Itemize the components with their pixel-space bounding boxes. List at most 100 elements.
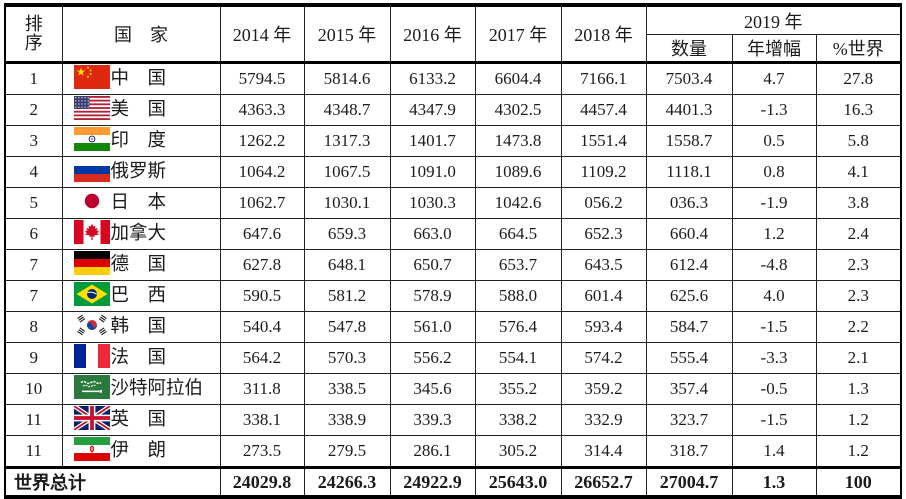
value-cell: 4302.5	[474, 94, 562, 126]
country-name: 印 度	[110, 131, 167, 151]
country-cell: 英 国	[61, 404, 221, 436]
value-cell: 4.0	[731, 280, 817, 312]
country-cell: 俄罗斯	[61, 156, 221, 188]
country-name: 沙特阿拉伯	[110, 379, 204, 399]
value-cell: 1062.7	[219, 187, 305, 219]
value-cell: 588.0	[474, 280, 562, 312]
country-name: 中 国	[110, 69, 167, 89]
flag-jp-icon	[73, 189, 110, 213]
table-row: 7 德 国 627.8 648.1 650.7 653.7 643.5 612.4 -4.8 2.…	[4, 249, 902, 281]
value-cell: 1558.7	[645, 125, 733, 157]
country-cell: 沙特阿拉伯	[61, 373, 221, 405]
value-cell: 653.7	[474, 249, 562, 281]
table-row: 11 英 国 338.1 338.9 339.3 338.2 332.9 323.7 -1.5 1…	[4, 404, 902, 436]
value-cell: 650.7	[389, 249, 476, 281]
value-cell: 4.7	[731, 61, 817, 95]
value-cell: 581.2	[303, 280, 391, 312]
value-cell: 338.1	[219, 404, 305, 436]
value-cell: 1.4	[731, 435, 817, 468]
value-cell: 4.1	[815, 156, 902, 188]
value-cell: 1262.2	[219, 125, 305, 157]
value-cell: 7503.4	[645, 61, 733, 95]
value-cell: 554.1	[474, 342, 562, 374]
table-row: 10 沙特阿拉伯 311.8 338.5 345.6 355.2 359.2 357.4 -0.…	[4, 373, 902, 405]
value-cell: 1030.1	[303, 187, 391, 219]
value-cell: 590.5	[219, 280, 305, 312]
value-cell: 1473.8	[474, 125, 562, 157]
value-cell: 1317.3	[303, 125, 391, 157]
value-cell: 664.5	[474, 218, 562, 250]
rank-cell: 6	[4, 218, 63, 250]
rank-cell: 5	[4, 187, 63, 219]
value-cell: 4401.3	[645, 94, 733, 126]
value-cell: 332.9	[560, 404, 647, 436]
country-name: 英 国	[110, 410, 167, 430]
world-total-value-cell: 26652.7	[560, 466, 647, 498]
header-year-2018: 2018 年	[560, 4, 647, 63]
country-name: 加拿大	[110, 224, 167, 244]
country-cell: 加拿大	[61, 218, 221, 250]
value-cell: -1.3	[731, 94, 817, 126]
value-cell: 648.1	[303, 249, 391, 281]
value-cell: 1.2	[815, 435, 902, 468]
world-total-value-cell: 24922.9	[389, 466, 476, 498]
value-cell: 625.6	[645, 280, 733, 312]
value-cell: 643.5	[560, 249, 647, 281]
world-total-value-cell: 25643.0	[474, 466, 562, 498]
table-row: 9 法 国 564.2 570.3 556.2 554.1 574.2 555.4 -3.3 2.…	[4, 342, 902, 374]
value-cell: 627.8	[219, 249, 305, 281]
flag-sa-icon	[73, 375, 110, 399]
flag-in-icon	[73, 127, 110, 151]
value-cell: 4347.9	[389, 94, 476, 126]
value-cell: 6604.4	[474, 61, 562, 95]
rank-cell: 11	[4, 435, 63, 468]
rank-cell: 3	[4, 125, 63, 157]
value-cell: 286.1	[389, 435, 476, 468]
value-cell: 7166.1	[560, 61, 647, 95]
value-cell: 1109.2	[560, 156, 647, 188]
flag-br-icon	[73, 282, 110, 306]
country-stats-table: 排 序 国 家 2014 年 2015 年 2016 年 2017 年 2018…	[4, 3, 902, 499]
rank-cell: 10	[4, 373, 63, 405]
value-cell: 1030.3	[389, 187, 476, 219]
country-cell: 美 国	[61, 94, 221, 126]
value-cell: 056.2	[560, 187, 647, 219]
flag-ca-icon	[73, 220, 110, 244]
value-cell: 570.3	[303, 342, 391, 374]
value-cell: 2.2	[815, 311, 902, 343]
table-row: 5 日 本 1062.7 1030.1 1030.3 1042.6 056.2 036.3 -1…	[4, 187, 902, 219]
value-cell: 357.4	[645, 373, 733, 405]
value-cell: 16.3	[815, 94, 902, 126]
value-cell: 1118.1	[645, 156, 733, 188]
value-cell: 036.3	[645, 187, 733, 219]
value-cell: 3.8	[815, 187, 902, 219]
flag-kr-icon	[73, 313, 110, 337]
country-cell: 韩 国	[61, 311, 221, 343]
value-cell: -1.5	[731, 311, 817, 343]
header-country: 国 家	[61, 4, 221, 63]
value-cell: 1.3	[815, 373, 902, 405]
flag-gb-icon	[73, 406, 110, 430]
country-name: 德 国	[110, 255, 167, 275]
world-total-row: 世界总计 24029.8 24266.3 24922.9 25643.0 26652.7 2…	[4, 466, 902, 498]
value-cell: 4348.7	[303, 94, 391, 126]
header-year-2015: 2015 年	[303, 4, 391, 63]
value-cell: -1.9	[731, 187, 817, 219]
value-cell: 564.2	[219, 342, 305, 374]
flag-cn-icon	[73, 65, 110, 89]
table-row: 1 中 国 5794.5 5814.6 6133.2 6604.4 7166.1 7503.4…	[4, 61, 902, 95]
country-cell: 巴 西	[61, 280, 221, 312]
country-name: 法 国	[110, 348, 167, 368]
rank-cell: 4	[4, 156, 63, 188]
value-cell: 338.9	[303, 404, 391, 436]
value-cell: 1067.5	[303, 156, 391, 188]
flag-ru-icon	[73, 158, 110, 182]
table-row: 6 加拿大 647.6 659.3 663.0 664.5 652.3 660.4 1.2 2.4	[4, 218, 902, 250]
value-cell: 5.8	[815, 125, 902, 157]
world-total-value-cell: 24266.3	[303, 466, 391, 498]
rank-cell: 1	[4, 61, 63, 95]
table-row: 7 巴 西 590.5 581.2 578.9 588.0 601.4 625.6 4.0 2.3	[4, 280, 902, 312]
value-cell: 612.4	[645, 249, 733, 281]
value-cell: 345.6	[389, 373, 476, 405]
value-cell: 2.4	[815, 218, 902, 250]
